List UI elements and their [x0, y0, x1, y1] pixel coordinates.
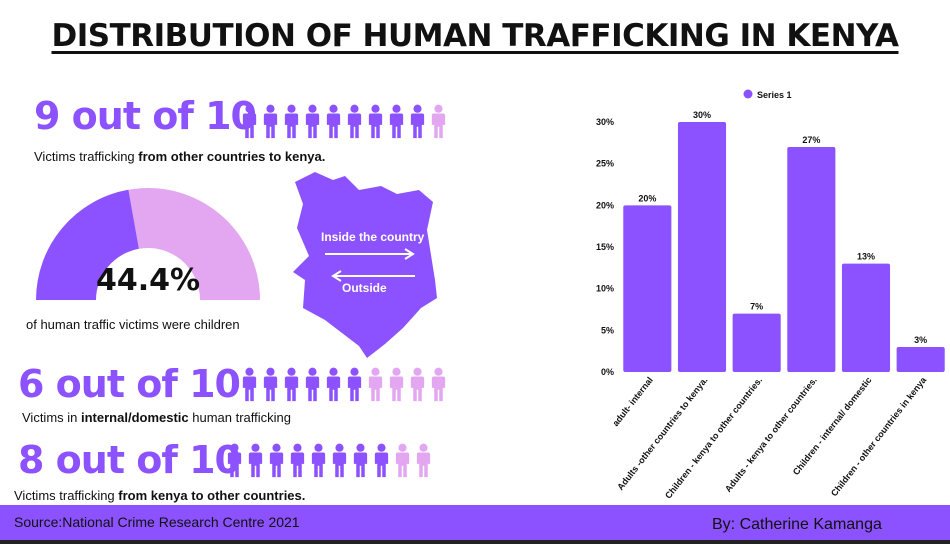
- person-empty-icon: [393, 443, 412, 483]
- children-gauge: [36, 188, 260, 300]
- gauge-value-arc: [36, 189, 139, 300]
- y-tick-label: 25%: [596, 159, 614, 169]
- bar: [677, 122, 727, 372]
- person-empty-icon: [429, 104, 448, 144]
- person-filled-icon: [246, 443, 265, 483]
- arrow-right-icon: [404, 248, 415, 260]
- stat-headline-1: 9 out of 10: [34, 94, 257, 138]
- person-filled-icon: [345, 104, 364, 144]
- person-filled-icon: [351, 443, 370, 483]
- y-tick-label: 5%: [601, 325, 614, 335]
- stat-headline-3: 8 out of 10: [18, 438, 241, 482]
- page-title: DISTRIBUTION OF HUMAN TRAFFICKING IN KEN…: [51, 18, 900, 54]
- person-filled-icon: [267, 443, 286, 483]
- bar-value-label: 13%: [857, 252, 875, 262]
- y-tick-label: 10%: [596, 284, 614, 294]
- footer-bottom-border: [0, 540, 950, 544]
- stat-caption-1: Victims trafficking from other countries…: [34, 149, 325, 164]
- legend-label: Series 1: [757, 90, 792, 100]
- bar-value-label: 30%: [693, 110, 711, 120]
- person-empty-icon: [414, 443, 433, 483]
- stat-caption-3-bold: from kenya to other countries.: [118, 488, 306, 503]
- source-text: Source:National Crime Research Centre 20…: [14, 514, 300, 530]
- x-category-label: Adults - kenya to other countries.: [723, 375, 819, 494]
- person-filled-icon: [324, 367, 343, 407]
- person-empty-icon: [429, 367, 448, 407]
- kenya-map: Inside the country Outside: [293, 172, 437, 358]
- bar-value-label: 20%: [638, 193, 656, 203]
- person-filled-icon: [261, 104, 280, 144]
- legend-swatch: [743, 89, 753, 99]
- x-category-label: adult- internal: [610, 375, 655, 428]
- bar-value-label: 27%: [802, 135, 820, 145]
- stat-caption-2-bold: internal/domestic: [81, 410, 189, 425]
- person-filled-icon: [288, 443, 307, 483]
- person-filled-icon: [240, 367, 259, 407]
- person-filled-icon: [372, 443, 391, 483]
- person-empty-icon: [387, 367, 406, 407]
- stat-caption-3: Victims trafficking from kenya to other …: [14, 488, 305, 503]
- stat-caption-2: Victims in internal/domestic human traff…: [22, 410, 291, 425]
- bar: [732, 313, 781, 372]
- stat-headline-2: 6 out of 10: [18, 362, 241, 406]
- person-filled-icon: [303, 367, 322, 407]
- y-tick-label: 30%: [596, 117, 614, 127]
- person-filled-icon: [330, 443, 349, 483]
- stat-caption-2-post: human trafficking: [188, 410, 292, 425]
- person-filled-icon: [387, 104, 406, 144]
- person-empty-icon: [408, 367, 427, 407]
- x-category-label: Adults -other countries to kenya.: [615, 375, 709, 492]
- person-filled-icon: [261, 367, 280, 407]
- y-tick-label: 0%: [601, 367, 614, 377]
- stat-caption-2-pre: Victims in: [22, 410, 81, 425]
- map-label-inside: Inside the country: [321, 230, 425, 244]
- y-tick-label: 15%: [596, 242, 614, 252]
- gauge-value: 44.4%: [96, 263, 201, 298]
- bar: [896, 347, 945, 372]
- person-filled-icon: [282, 367, 301, 407]
- person-filled-icon: [345, 367, 364, 407]
- person-filled-icon: [225, 443, 244, 483]
- bar: [787, 147, 836, 372]
- bar-value-label: 7%: [750, 302, 763, 312]
- stat-caption-1-pre: Victims trafficking: [34, 149, 139, 164]
- bar-chart: Series 1 0% 5% 10% 15% 20% 25% 30% 20% adult- in…: [596, 89, 945, 501]
- bar-value-label: 3%: [914, 335, 927, 345]
- person-empty-icon: [366, 367, 385, 407]
- x-category-label: Children - other countries in kenya: [829, 374, 929, 498]
- bar: [841, 263, 891, 372]
- person-filled-icon: [303, 104, 322, 144]
- arrow-left-icon: [331, 270, 342, 282]
- person-filled-icon: [282, 104, 301, 144]
- person-filled-icon: [240, 104, 259, 144]
- stat-caption-3-pre: Victims trafficking: [14, 488, 119, 503]
- person-filled-icon: [366, 104, 385, 144]
- gauge-remainder-arc: [128, 188, 260, 300]
- footer-bar: [0, 505, 950, 540]
- people-row-3: [225, 443, 433, 483]
- person-filled-icon: [408, 104, 427, 144]
- person-filled-icon: [309, 443, 328, 483]
- map-label-outside: Outside: [342, 281, 387, 295]
- kenya-map-shape: [293, 172, 437, 358]
- stat-caption-1-bold: from other countries to kenya.: [138, 149, 326, 164]
- person-filled-icon: [324, 104, 343, 144]
- bar: [623, 205, 672, 372]
- y-tick-label: 20%: [596, 200, 614, 210]
- author-text: By: Catherine Kamanga: [712, 516, 882, 533]
- gauge-caption: of human traffic victims were children: [26, 317, 240, 332]
- people-row-1: [240, 104, 448, 144]
- people-row-2: [240, 367, 448, 407]
- x-category-label: Children - kenya to other countries.: [663, 375, 764, 501]
